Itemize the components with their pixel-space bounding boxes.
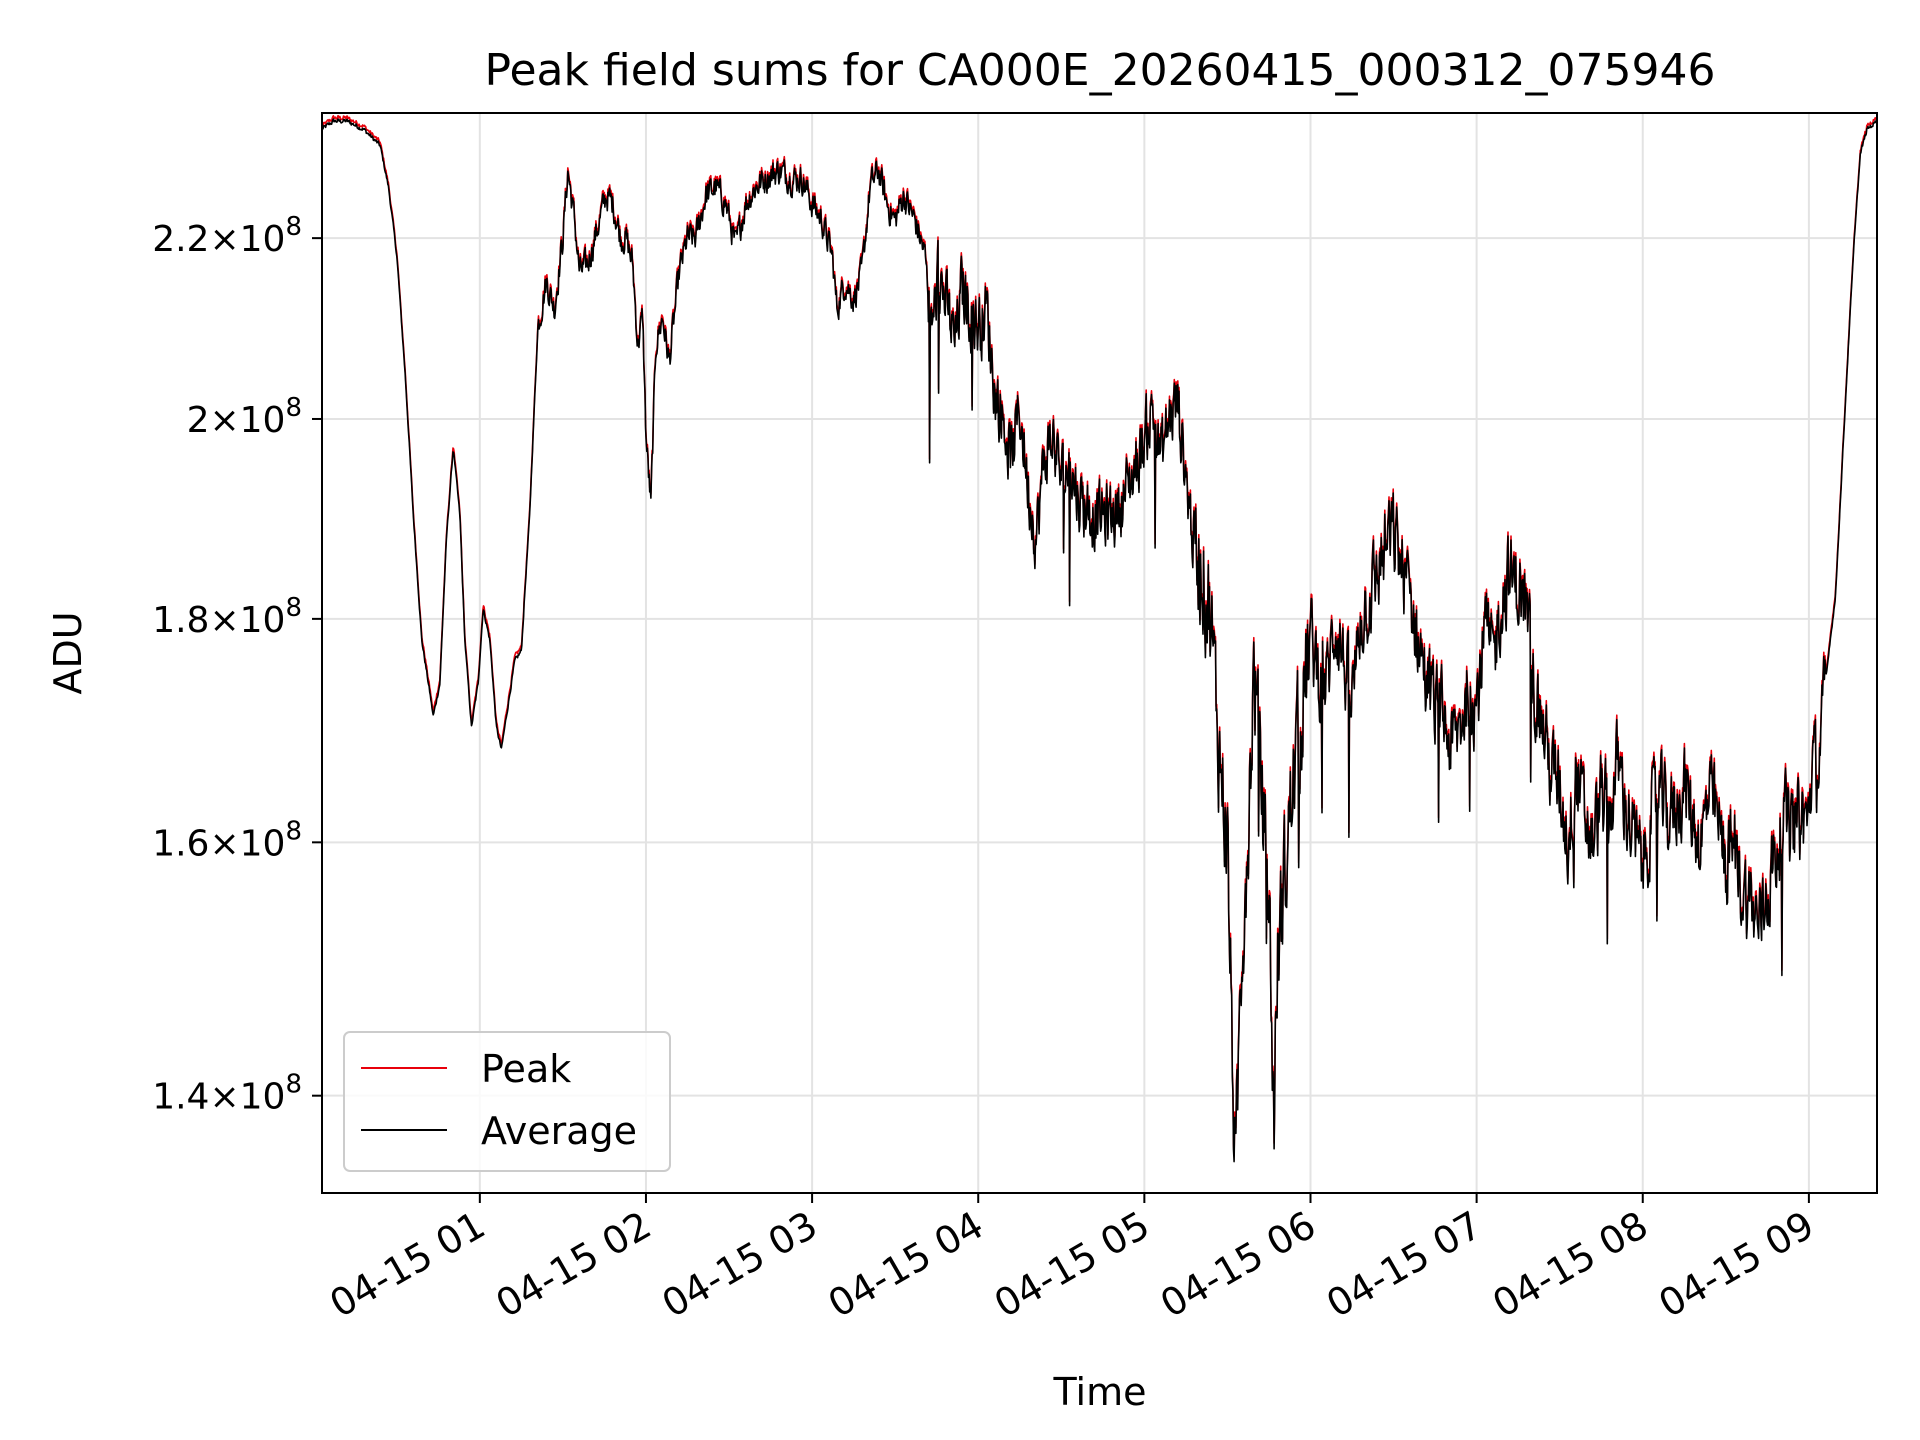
y-tick-mantissa: 1.4	[152, 1077, 209, 1118]
y-tick-base: ×10	[209, 219, 285, 260]
y-axis-label: ADU	[46, 611, 90, 694]
y-tick-base: ×10	[209, 1077, 285, 1118]
series-lines	[322, 114, 1877, 1163]
y-tick-label: 1.8×108	[152, 593, 302, 641]
y-tick-label: 2.2×108	[152, 212, 302, 260]
y-tick-base: ×10	[209, 823, 285, 864]
y-tick-mantissa: 2.2	[152, 219, 209, 260]
y-tick-exponent: 8	[285, 393, 302, 423]
y-tick-exponent: 8	[285, 816, 302, 846]
legend-label-peak: Peak	[481, 1047, 571, 1091]
grid	[322, 113, 1877, 1193]
y-tick-label: 1.4×108	[152, 1070, 302, 1118]
y-tick-exponent: 8	[285, 212, 302, 242]
legend: Peak Average	[343, 1031, 671, 1172]
y-tick-exponent: 8	[285, 593, 302, 623]
y-tick-base: ×10	[209, 400, 285, 441]
chart-title: Peak field sums for CA000E_20260415_0003…	[485, 45, 1716, 96]
y-tick-base: ×10	[209, 600, 285, 641]
legend-box	[343, 1031, 671, 1172]
y-tick-label: 1.6×108	[152, 816, 302, 864]
y-tick-label: 2×108	[187, 393, 302, 441]
x-axis-label: Time	[1053, 1370, 1147, 1414]
plot-frame	[321, 112, 1878, 1194]
y-tick-exponent: 8	[285, 1070, 302, 1100]
y-tick-mantissa: 1.8	[152, 600, 209, 641]
y-tick-mantissa: 2	[187, 400, 210, 441]
legend-label-average: Average	[481, 1109, 637, 1153]
series-line-average	[322, 118, 1877, 1163]
y-tick-mantissa: 1.6	[152, 823, 209, 864]
